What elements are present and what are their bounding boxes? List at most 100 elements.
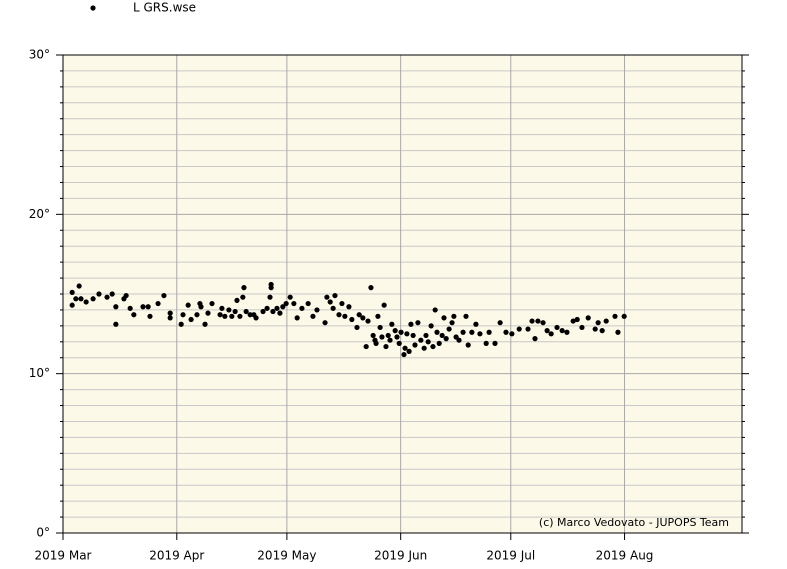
data-point [585, 315, 591, 321]
data-point [532, 336, 538, 342]
data-point [270, 308, 276, 315]
data-point [268, 285, 274, 291]
data-point [483, 340, 489, 346]
y-tick-label: 10° [29, 366, 50, 380]
data-point [368, 285, 374, 291]
data-point [131, 312, 137, 318]
data-point [406, 348, 412, 354]
data-point [202, 321, 208, 327]
data-point [473, 321, 479, 327]
data-point [96, 291, 102, 297]
data-point [389, 321, 395, 327]
data-point [401, 351, 407, 358]
data-point [373, 340, 379, 346]
data-point [294, 315, 300, 321]
data-point [346, 304, 352, 310]
data-point [274, 305, 280, 311]
data-point [432, 307, 438, 313]
data-point [554, 324, 560, 331]
data-point [621, 313, 627, 319]
data-point [78, 296, 84, 302]
data-point [291, 300, 297, 307]
data-point [439, 332, 445, 339]
data-point [287, 294, 293, 300]
data-point [260, 308, 266, 315]
data-point [509, 331, 515, 337]
y-tick-label: 30° [29, 48, 50, 62]
data-point [310, 313, 316, 319]
data-point [360, 315, 366, 321]
data-point [436, 340, 442, 346]
data-point [123, 292, 129, 299]
data-point [603, 318, 609, 324]
data-point [167, 310, 173, 316]
x-tick-label: 2019 Mar [35, 549, 92, 563]
data-point [336, 312, 342, 318]
data-point [217, 312, 223, 318]
data-point [267, 294, 273, 300]
x-tick-label: 2019 Aug [596, 549, 654, 563]
data-point [205, 310, 211, 316]
data-point [339, 300, 345, 307]
data-point [574, 316, 580, 323]
data-point [615, 329, 621, 335]
data-point [73, 296, 79, 302]
data-point [104, 294, 110, 300]
data-point [83, 299, 89, 305]
data-point [525, 326, 531, 332]
data-point [264, 305, 270, 311]
y-tick-label: 20° [29, 207, 50, 221]
data-point [402, 345, 408, 351]
data-point [383, 343, 389, 350]
data-point [219, 305, 225, 311]
data-point [354, 324, 360, 331]
data-point [209, 300, 215, 307]
data-point [324, 294, 330, 300]
legend-marker [90, 5, 96, 11]
data-point [381, 302, 387, 308]
data-point [243, 308, 249, 315]
data-point [385, 332, 391, 339]
data-point [418, 337, 424, 343]
legend-label: L GRS.wse [133, 1, 196, 15]
data-point [76, 283, 82, 289]
data-point [387, 337, 393, 343]
data-point [404, 331, 410, 337]
data-point [365, 318, 371, 324]
data-point [469, 329, 475, 335]
data-point [548, 331, 554, 337]
x-tick-label: 2019 Jun [374, 549, 427, 563]
data-point [434, 329, 440, 335]
data-point [465, 342, 471, 348]
data-point [529, 318, 535, 324]
data-point [113, 321, 119, 327]
data-point [612, 313, 618, 319]
data-point [559, 328, 565, 334]
data-point [314, 307, 320, 313]
data-point [428, 323, 434, 329]
data-point [188, 316, 194, 323]
data-point [145, 304, 151, 310]
data-point [147, 313, 153, 319]
data-point [327, 299, 333, 305]
data-point [441, 315, 447, 321]
data-point [492, 340, 498, 346]
data-point [167, 315, 173, 321]
data-point [446, 326, 452, 332]
data-point [544, 328, 550, 334]
data-point [180, 312, 186, 318]
annotation: (c) Marco Vedovato - JUPOPS Team [539, 516, 729, 529]
data-point [396, 340, 402, 346]
data-point [595, 320, 601, 326]
data-point [247, 312, 253, 318]
data-point [322, 320, 328, 326]
data-point [229, 313, 235, 319]
data-point [127, 305, 133, 311]
data-point [486, 329, 492, 335]
data-point [460, 329, 466, 335]
data-point [349, 316, 355, 323]
data-point [599, 328, 605, 334]
data-point [69, 302, 75, 308]
x-tick-label: 2019 Apr [149, 549, 204, 563]
